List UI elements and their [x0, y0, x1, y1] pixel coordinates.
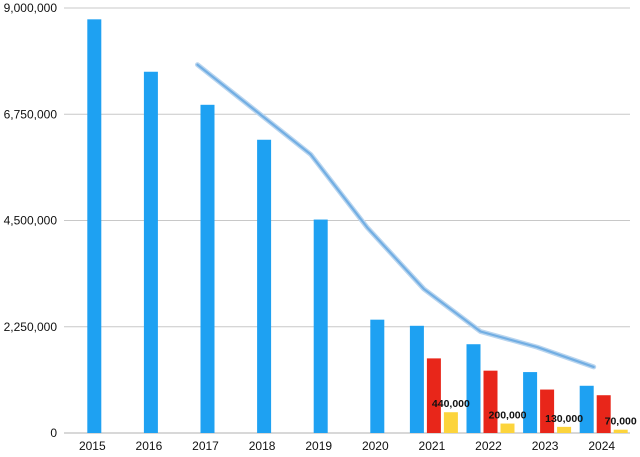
y-tick-label: 9,000,000 [4, 1, 58, 15]
data-label-2024: 70,000 [605, 416, 637, 428]
bar-series-3-2022 [500, 423, 515, 433]
bar-series-1-2021 [409, 325, 424, 433]
bar-series-2-2023 [540, 389, 555, 433]
data-labels: 440,000 200,000 130,000 70,000 [432, 398, 637, 427]
y-tick-label: 6,750,000 [4, 107, 58, 121]
bar-series-1-2017 [200, 104, 215, 434]
x-tick-label-2018: 2018 [249, 439, 276, 453]
x-tick-label-2019: 2019 [305, 439, 332, 453]
x-tick-label-2016: 2016 [136, 439, 163, 453]
x-axis-ticks: 2015 2016 2017 2018 2019 2020 2021 2022 2023 2024 [79, 439, 615, 453]
x-tick-label-2022: 2022 [475, 439, 502, 453]
bar-series-3-2021 [443, 412, 458, 433]
bar-series-3-2023 [557, 426, 572, 433]
bar-series-1-2019 [313, 219, 328, 433]
trend-line [195, 62, 597, 370]
x-tick-label-2020: 2020 [362, 439, 389, 453]
data-label-2022: 200,000 [489, 410, 527, 422]
bar-series-1-2023 [523, 372, 538, 433]
x-tick-label-2021: 2021 [419, 439, 446, 453]
x-tick-label-2015: 2015 [79, 439, 106, 453]
trend-line-glow [195, 62, 597, 370]
x-tick-label-2017: 2017 [192, 439, 219, 453]
bar-series-1-2022 [466, 344, 481, 433]
bar-series-1-2015 [87, 19, 102, 433]
trend-line-path [196, 63, 595, 368]
data-label-2023: 130,000 [545, 413, 583, 425]
bars [87, 19, 628, 434]
bar-series-2-2022 [483, 370, 498, 433]
y-tick-label: 0 [50, 426, 57, 440]
bar-series-1-2016 [143, 71, 158, 433]
x-tick-label-2023: 2023 [532, 439, 559, 453]
bar-series-1-2020 [370, 319, 385, 433]
y-axis-ticks: 0 2,250,000 4,500,000 6,750,000 9,000,000 [4, 1, 58, 440]
bar-series-1-2024 [579, 385, 594, 433]
bar-series-1-2018 [257, 139, 272, 433]
x-tick-label-2024: 2024 [588, 439, 615, 453]
bar-series-2-2024 [596, 395, 611, 433]
data-label-2021: 440,000 [432, 398, 470, 410]
bar-series-2-2021 [426, 358, 441, 433]
bar-series-3-2024 [613, 429, 628, 433]
y-tick-label: 2,250,000 [4, 320, 58, 334]
y-tick-label: 4,500,000 [4, 214, 58, 228]
